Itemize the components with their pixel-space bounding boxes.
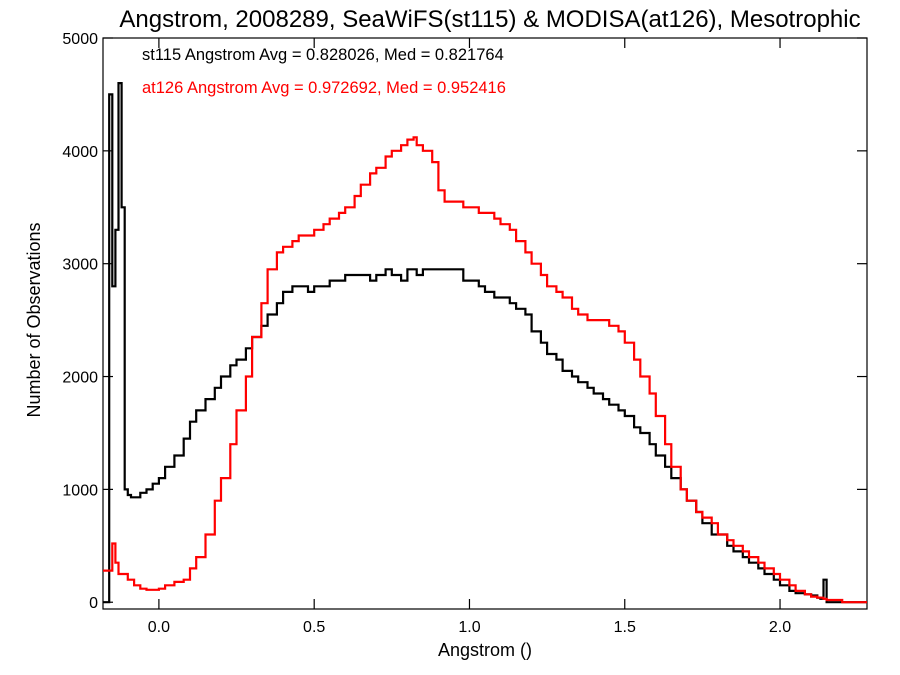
x-tick-label: 2.0 (769, 619, 791, 636)
x-tick-label: 0.5 (303, 619, 325, 636)
y-tick-label: 5000 (62, 31, 98, 48)
legend-st115: st115 Angstrom Avg = 0.828026, Med = 0.8… (142, 46, 504, 64)
y-tick-label: 4000 (62, 144, 98, 161)
series-line-at126 (103, 136, 867, 604)
x-axis-label: Angstrom () (438, 640, 532, 660)
y-tick-label: 0 (89, 595, 98, 612)
x-tick-label: 1.5 (614, 619, 636, 636)
y-axis-label: Number of Observations (24, 222, 44, 417)
chart-title: Angstrom, 2008289, SeaWiFS(st115) & MODI… (119, 6, 860, 33)
series-line-st115 (103, 82, 867, 604)
y-tick-label: 1000 (62, 482, 98, 499)
x-tick-label: 1.0 (458, 619, 480, 636)
legend-at126: at126 Angstrom Avg = 0.972692, Med = 0.9… (142, 79, 506, 97)
y-tick-label: 3000 (62, 257, 98, 274)
x-tick-label: 0.0 (148, 619, 170, 636)
y-tick-label: 2000 (62, 370, 98, 387)
plot-frame (102, 37, 868, 610)
